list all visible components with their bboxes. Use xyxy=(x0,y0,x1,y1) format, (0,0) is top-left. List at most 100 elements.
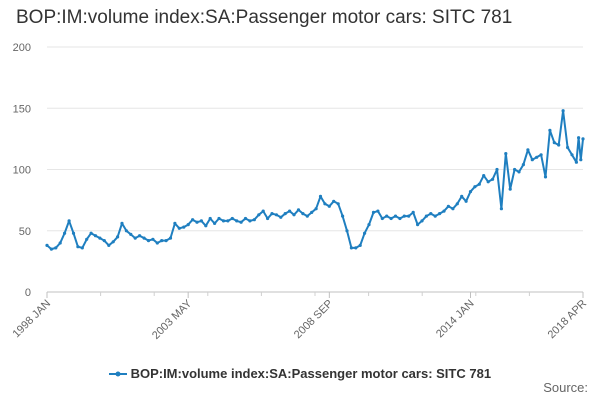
data-point[interactable] xyxy=(296,208,301,212)
data-point[interactable] xyxy=(486,180,490,184)
data-point[interactable] xyxy=(482,174,486,178)
data-point[interactable] xyxy=(433,214,437,218)
data-point[interactable] xyxy=(151,237,155,241)
legend[interactable]: BOP:IM:volume index:SA:Passenger motor c… xyxy=(0,365,600,381)
data-point[interactable] xyxy=(279,215,283,219)
data-point[interactable] xyxy=(124,229,128,233)
data-point[interactable] xyxy=(345,229,349,233)
data-point[interactable] xyxy=(499,207,503,211)
data-point[interactable] xyxy=(63,231,67,235)
data-point[interactable] xyxy=(102,239,106,243)
data-point[interactable] xyxy=(235,219,239,223)
data-point[interactable] xyxy=(446,204,450,208)
data-point[interactable] xyxy=(116,235,120,239)
data-point[interactable] xyxy=(468,190,473,194)
data-point[interactable] xyxy=(217,216,221,221)
data-point[interactable] xyxy=(204,224,208,228)
data-point[interactable] xyxy=(570,153,574,157)
data-point[interactable] xyxy=(164,239,168,243)
data-point[interactable] xyxy=(93,234,98,238)
data-point[interactable] xyxy=(543,175,548,179)
data-point[interactable] xyxy=(288,209,292,213)
data-point[interactable] xyxy=(323,202,327,206)
data-point[interactable] xyxy=(561,109,565,113)
data-point[interactable] xyxy=(411,210,415,214)
data-point[interactable] xyxy=(420,219,424,223)
data-point[interactable] xyxy=(292,213,296,217)
data-point[interactable] xyxy=(314,207,318,211)
data-point[interactable] xyxy=(89,231,93,235)
data-point[interactable] xyxy=(389,216,393,221)
data-point[interactable] xyxy=(341,214,345,218)
data-point[interactable] xyxy=(577,136,581,140)
data-point[interactable] xyxy=(349,246,353,250)
data-point[interactable] xyxy=(473,185,477,189)
data-point[interactable] xyxy=(85,237,89,241)
data-point[interactable] xyxy=(54,246,58,250)
data-point[interactable] xyxy=(402,214,406,218)
data-point[interactable] xyxy=(318,194,323,198)
data-point[interactable] xyxy=(438,212,442,216)
data-point[interactable] xyxy=(508,187,512,191)
data-point[interactable] xyxy=(407,214,411,218)
data-point[interactable] xyxy=(504,152,508,156)
data-point[interactable] xyxy=(67,219,71,223)
data-point[interactable] xyxy=(199,219,203,223)
data-point[interactable] xyxy=(71,231,76,235)
data-point[interactable] xyxy=(120,221,124,225)
data-point[interactable] xyxy=(451,207,455,211)
data-point[interactable] xyxy=(552,141,556,145)
data-point[interactable] xyxy=(363,231,367,235)
data-point[interactable] xyxy=(530,158,534,162)
data-point[interactable] xyxy=(248,219,252,223)
data-point[interactable] xyxy=(336,202,340,206)
data-point[interactable] xyxy=(548,128,552,132)
data-point[interactable] xyxy=(367,223,371,227)
data-point[interactable] xyxy=(371,210,376,214)
data-point[interactable] xyxy=(252,218,256,222)
data-point[interactable] xyxy=(460,194,464,198)
data-point[interactable] xyxy=(173,221,177,225)
data-point[interactable] xyxy=(76,245,80,249)
data-point[interactable] xyxy=(155,241,159,245)
data-point[interactable] xyxy=(424,214,428,218)
data-point[interactable] xyxy=(513,167,517,172)
data-point[interactable] xyxy=(257,213,261,217)
data-point[interactable] xyxy=(221,219,226,223)
data-point[interactable] xyxy=(491,177,495,181)
data-point[interactable] xyxy=(283,212,287,216)
data-point[interactable] xyxy=(146,239,151,243)
data-point[interactable] xyxy=(455,202,459,206)
data-point[interactable] xyxy=(566,145,570,150)
data-point[interactable] xyxy=(133,236,137,240)
data-point[interactable] xyxy=(521,163,526,167)
data-point[interactable] xyxy=(358,243,362,247)
data-point[interactable] xyxy=(182,225,186,229)
data-point[interactable] xyxy=(270,212,274,216)
data-point[interactable] xyxy=(579,158,583,162)
data-point[interactable] xyxy=(376,209,380,213)
data-point[interactable] xyxy=(539,153,543,157)
data-point[interactable] xyxy=(464,199,468,203)
data-point[interactable] xyxy=(160,239,164,243)
data-point[interactable] xyxy=(98,236,102,240)
data-point[interactable] xyxy=(574,160,579,164)
data-point[interactable] xyxy=(429,212,433,216)
data-point[interactable] xyxy=(58,241,62,245)
data-point[interactable] xyxy=(195,220,199,224)
data-point[interactable] xyxy=(310,210,314,214)
data-point[interactable] xyxy=(191,218,195,222)
data-point[interactable] xyxy=(226,219,230,223)
data-point[interactable] xyxy=(186,223,190,227)
data-point[interactable] xyxy=(301,212,305,216)
data-point[interactable] xyxy=(168,236,173,240)
data-point[interactable] xyxy=(332,199,336,203)
data-point[interactable] xyxy=(380,216,384,221)
data-point[interactable] xyxy=(80,246,84,250)
data-point[interactable] xyxy=(111,240,115,244)
data-point[interactable] xyxy=(213,221,217,225)
data-point[interactable] xyxy=(495,167,499,172)
data-point[interactable] xyxy=(398,216,402,221)
data-point[interactable] xyxy=(557,143,561,147)
data-point[interactable] xyxy=(208,216,212,221)
